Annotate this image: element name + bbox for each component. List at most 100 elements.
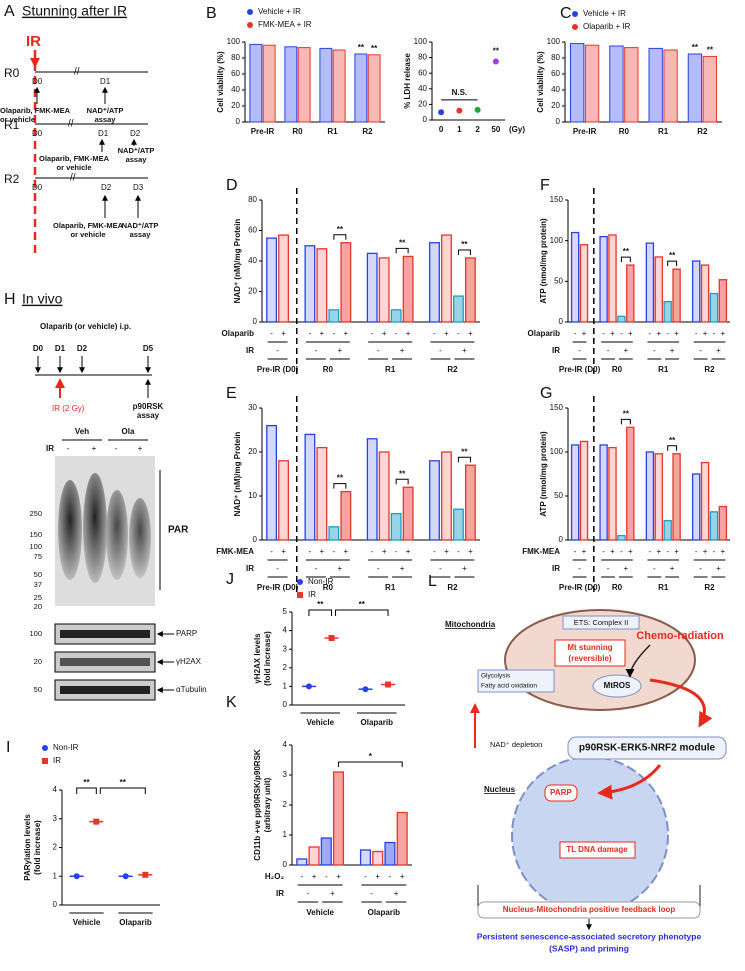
y-tick-label: 40 [418, 84, 427, 93]
treatment: Olaparib (or vehicle) i.p. [40, 322, 131, 331]
sign: + [138, 444, 143, 453]
sig-bracket [335, 609, 389, 616]
ir-sign: - [607, 564, 610, 573]
mtros: MtROS [604, 681, 631, 690]
group-label: Pre-IR (D0) [559, 365, 601, 374]
bar [304, 433, 316, 541]
y-tick-label: 0 [283, 860, 288, 869]
legend-label: Olaparib + IR [583, 22, 631, 31]
group-label: R2 [447, 365, 458, 374]
y-tick-label: 1 [53, 871, 58, 880]
box [567, 736, 727, 760]
parp: PARP [550, 788, 572, 797]
bar [402, 486, 414, 541]
y-tick-label: 80 [551, 53, 560, 62]
box [554, 639, 626, 667]
ir-sign: - [377, 346, 380, 355]
bar [441, 234, 452, 323]
bar [464, 257, 476, 323]
drug-sign: - [713, 329, 716, 338]
y-tick-label: 100 [227, 37, 241, 46]
y-axis-label: NAD⁺ (nM)/mg Protein [233, 219, 242, 304]
x-tick-label: R1 [327, 127, 338, 136]
dot [142, 871, 149, 878]
y-tick-label: 20 [248, 447, 257, 456]
dot [385, 681, 392, 688]
sasp: (SASP) and priming [549, 943, 629, 953]
bar [378, 257, 390, 323]
y-tick-label: 40 [231, 85, 240, 94]
bar [452, 508, 464, 541]
y-tick-label: 100 [550, 236, 564, 245]
bar [372, 850, 384, 866]
x-tick-label: R1 [658, 127, 669, 136]
bar [579, 440, 589, 541]
treatment: Olaparib, FMK-MEA [53, 221, 124, 230]
legend-label: Vehicle + IR [583, 9, 626, 18]
drug-sign: - [395, 547, 398, 556]
sig-label: * [369, 752, 373, 761]
dna: TL DNA damage [566, 845, 628, 854]
drug-sign: + [656, 547, 661, 556]
bar [278, 460, 290, 541]
bar [645, 451, 655, 541]
sig-bracket [667, 445, 678, 451]
drug-sign: + [312, 872, 317, 881]
group-label: R2 [704, 365, 715, 374]
ets: ETS: Complex II [574, 618, 629, 627]
day: D2 [130, 129, 141, 138]
sig-label: ** [83, 778, 90, 787]
ir-sign: + [338, 564, 343, 573]
bar [718, 279, 728, 323]
sig-bracket [667, 260, 678, 267]
bar [663, 519, 672, 541]
bar [654, 453, 664, 541]
panel-label: G [540, 385, 552, 402]
panel-label: K [226, 694, 237, 711]
x-tick-label: Pre-IR [573, 127, 597, 136]
sig-bracket [620, 256, 631, 263]
drug-sign: + [406, 547, 411, 556]
y-tick-label: 0 [253, 317, 258, 326]
bar [687, 53, 703, 123]
drug-sign: + [444, 547, 449, 556]
bar [378, 451, 390, 541]
drug-sign: - [574, 329, 577, 338]
ir-sign: - [370, 889, 373, 898]
legend-marker [297, 579, 303, 585]
assay: p90RSK [133, 402, 164, 411]
y-tick-label: 60 [248, 226, 257, 235]
y-tick-label: 4 [283, 626, 288, 635]
drug-sign: + [721, 329, 726, 338]
x-tick-label: Pre-IR [251, 127, 275, 136]
drug-sign: - [300, 872, 303, 881]
drug-sign: - [649, 329, 652, 338]
x-tick-label: Olaparib [119, 918, 152, 927]
bar [390, 512, 402, 541]
bar [441, 451, 452, 541]
ir-sign: - [315, 564, 318, 573]
bar [617, 534, 626, 541]
ir-row: IR [46, 444, 54, 453]
dot [93, 818, 100, 825]
drug-sign: + [656, 329, 661, 338]
bar [266, 424, 278, 541]
dot [328, 635, 335, 642]
drug-sign: + [320, 329, 325, 338]
y-axis-label: PARylation levels [23, 814, 32, 881]
legend-marker [42, 758, 48, 764]
day: D1 [55, 344, 66, 353]
panel-l: L Mitochondria ETS: Complex II Chemo-rad… [428, 573, 727, 953]
x-tick-label: R0 [619, 127, 630, 136]
y-tick-label: 30 [248, 403, 257, 412]
bar [316, 248, 328, 323]
y-tick-label: 40 [551, 85, 560, 94]
sig-label: ** [692, 43, 699, 52]
glyco: Fatty acid oxidation [481, 683, 537, 690]
drug-sign: - [333, 547, 336, 556]
row-label: IR [552, 564, 560, 573]
y-axis-label: ATP (nmol/mg protein) [539, 431, 548, 517]
bar [429, 460, 440, 541]
y-tick-label: 20 [418, 100, 427, 109]
ir-sign: + [716, 346, 721, 355]
